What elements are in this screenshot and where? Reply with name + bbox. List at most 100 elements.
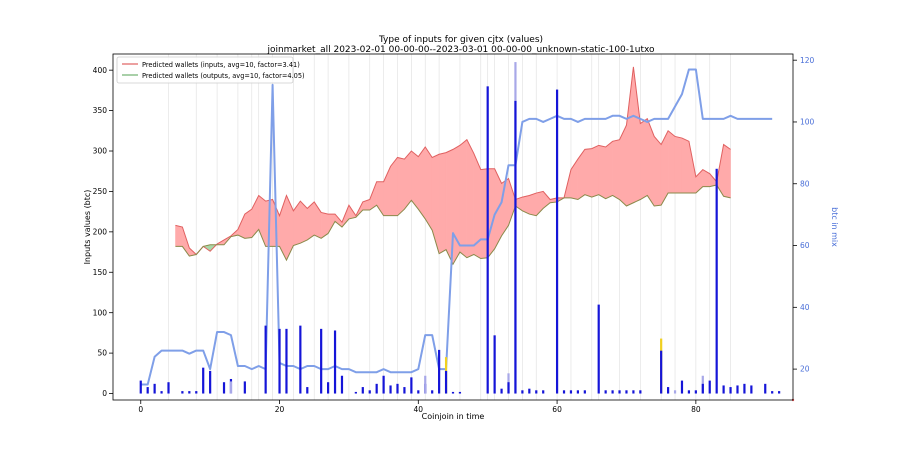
bar-31 xyxy=(410,377,413,394)
bar-55 xyxy=(576,390,579,394)
bar-1 xyxy=(146,387,149,394)
bar-50 xyxy=(535,390,538,394)
bar-19 xyxy=(320,328,323,394)
bar-79 xyxy=(750,385,753,394)
y-tick-label-4: 200 xyxy=(93,227,108,236)
series-line-btc-in-mix xyxy=(140,68,773,386)
bar-23 xyxy=(354,391,357,394)
bar-41 xyxy=(486,86,489,394)
fill-inputs-region-62 xyxy=(598,145,606,200)
bar-32 xyxy=(417,390,420,394)
bar-53 xyxy=(562,390,566,394)
bar-7 xyxy=(195,391,198,394)
y-tick-label-8: 400 xyxy=(93,66,108,75)
bar-21 xyxy=(333,330,337,394)
y2-axis-label: btc in mix xyxy=(830,207,839,247)
bar-2 xyxy=(153,383,156,394)
y2-tick-label-5: 120 xyxy=(800,56,815,65)
fill-inputs-region-70 xyxy=(654,135,662,207)
fill-inputs-region-0 xyxy=(175,225,183,247)
bar-73 xyxy=(708,380,711,394)
bar-36 xyxy=(438,349,441,394)
fill-inputs-region-37 xyxy=(425,146,433,231)
bar-24 xyxy=(361,387,364,394)
bar-5 xyxy=(181,391,184,394)
y-tick-label-7: 350 xyxy=(93,106,108,115)
legend-label-inputs: Predicted wallets (inputs, avg=10, facto… xyxy=(142,61,300,69)
bar-12 xyxy=(229,381,233,394)
fill-inputs-region-36 xyxy=(418,146,426,220)
bar-51 xyxy=(542,390,545,394)
bar-34 xyxy=(424,375,427,394)
bar-72 xyxy=(701,383,704,394)
bar-42 xyxy=(493,335,496,394)
bar-52 xyxy=(555,89,559,394)
bar-29 xyxy=(396,383,399,394)
bar-56 xyxy=(583,390,586,394)
bar-61 xyxy=(625,390,628,394)
legend-box xyxy=(116,56,294,84)
fill-inputs-region-72 xyxy=(667,130,676,194)
fill-inputs-region-39 xyxy=(438,152,447,255)
legend: Predicted wallets (inputs, avg=10, facto… xyxy=(116,56,305,84)
y2-axis: 20 40 60 80 100 120 xyxy=(793,56,815,374)
bar-70 xyxy=(694,390,697,394)
y-axis-label: Inputs values (btc) xyxy=(83,190,92,265)
y2-tick-label-3: 80 xyxy=(800,179,810,188)
bar-9 xyxy=(209,370,212,394)
fill-inputs-region-32 xyxy=(390,156,398,216)
fill-inputs-region-42 xyxy=(459,139,468,259)
bar-43 xyxy=(500,388,503,394)
bar-82 xyxy=(778,391,781,394)
bar-62 xyxy=(632,390,635,394)
bar-57 xyxy=(597,304,600,394)
fill-inputs-region-38 xyxy=(431,153,440,254)
x-tick-label-1: 20 xyxy=(275,405,285,414)
bar-30 xyxy=(403,387,406,394)
bar-60 xyxy=(618,390,621,394)
y2-tick-label-2: 60 xyxy=(800,241,810,250)
bar-14 xyxy=(264,325,267,394)
bar-67 xyxy=(673,390,677,394)
bar-66 xyxy=(667,387,670,394)
bar-10 xyxy=(222,382,226,394)
fill-inputs-region-33 xyxy=(397,157,405,217)
x-axis: 0 20 40 60 80 xyxy=(138,400,701,414)
y2-tick-label-0: 20 xyxy=(800,365,810,374)
bar-38 xyxy=(444,370,448,394)
bar-47 xyxy=(514,100,517,394)
bar-18 xyxy=(306,387,309,394)
fill-inputs-region-35 xyxy=(411,150,419,210)
bar-78 xyxy=(743,383,746,394)
bar-27 xyxy=(382,375,385,394)
bar-77 xyxy=(736,385,739,394)
y-tick-label-2: 100 xyxy=(93,308,108,317)
bar-17 xyxy=(299,325,302,394)
bar-63 xyxy=(639,390,642,394)
plot-area xyxy=(139,54,795,402)
bar-0 xyxy=(139,380,142,394)
bar-81 xyxy=(771,391,774,394)
chart-title: Type of inputs for given cjtx (values) xyxy=(378,35,543,45)
y-axis: 0 50 100 150 200 250 300 350 400 xyxy=(93,66,113,398)
y-tick-label-0: 0 xyxy=(102,389,107,398)
fill-inputs-region-69 xyxy=(647,118,655,207)
fill-inputs-region-64 xyxy=(612,139,620,200)
x-tick-label-2: 40 xyxy=(414,405,424,414)
bar-8 xyxy=(202,367,205,394)
bar-25 xyxy=(368,390,371,394)
bar-16 xyxy=(285,328,288,394)
fill-inputs-region-63 xyxy=(605,140,613,200)
y2-tick-label-4: 100 xyxy=(800,118,815,127)
fill-inputs-region-34 xyxy=(404,150,412,210)
bar-6 xyxy=(188,391,191,394)
bar-20 xyxy=(327,382,330,394)
bar-54 xyxy=(569,390,573,394)
x-tick-label-4: 80 xyxy=(691,405,701,414)
bar-69 xyxy=(687,390,691,394)
bar-48 xyxy=(521,390,524,394)
x-tick-label-0: 0 xyxy=(138,405,143,414)
bar-13 xyxy=(243,381,246,394)
y-tick-label-1: 50 xyxy=(97,349,107,358)
bar-39 xyxy=(451,391,455,394)
